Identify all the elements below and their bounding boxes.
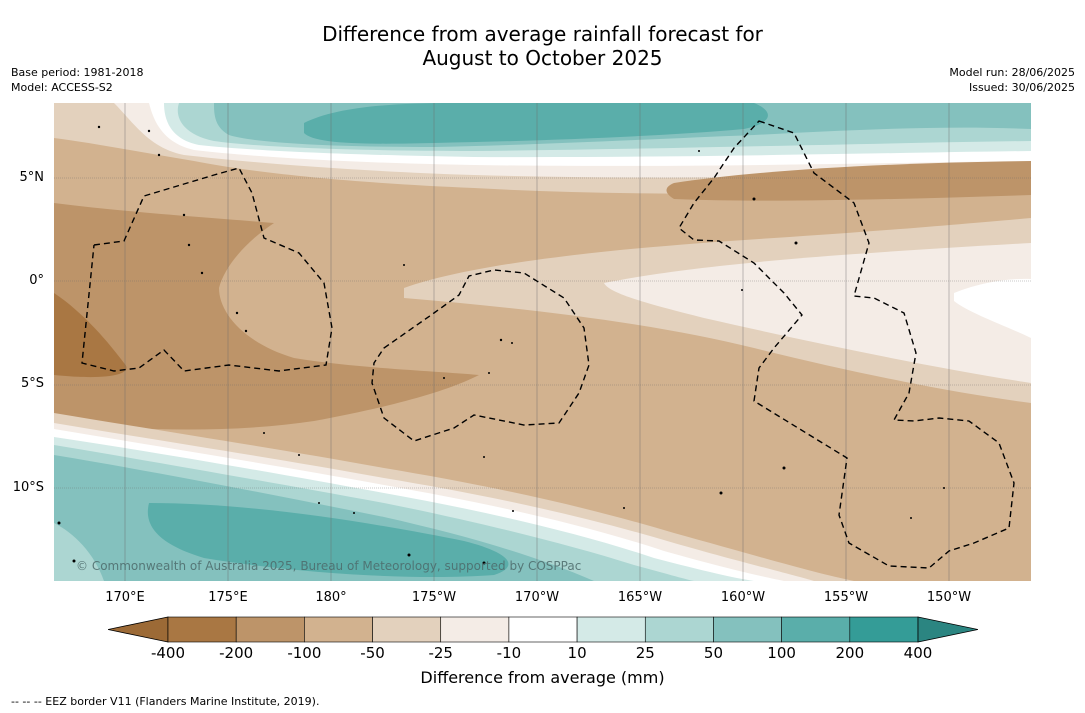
equatorial-white-band [604, 243, 1031, 383]
title-line-1: Difference from average rainfall forecas… [322, 22, 763, 46]
colorbar-bin [713, 616, 782, 643]
colorbar-bin [235, 616, 305, 643]
colorbar-tick-label: 50 [703, 644, 723, 662]
colorbar-bin [167, 616, 237, 643]
lon-label-160w: 160°W [720, 590, 766, 605]
lon-label-165w: 165°W [617, 590, 663, 605]
south-lighter-corner [54, 523, 104, 581]
eez-borders [81, 120, 1015, 569]
lon-label-170e: 170°E [105, 590, 145, 605]
colorbar-bin [849, 616, 919, 643]
colorbar-bin [440, 616, 510, 643]
colorbar-title: Difference from average (mm) [420, 668, 665, 687]
colorbar-tick-label: 200 [835, 644, 865, 662]
colorbar-tick-label: 10 [567, 644, 587, 662]
islands [57, 125, 945, 565]
lat-label-5n: 5°N [19, 170, 45, 185]
meta-right: Model run: 28/06/2025 Issued: 30/06/2025 [949, 65, 1075, 95]
lon-label-180: 180° [315, 590, 347, 605]
lat-label-5s: 5°S [20, 376, 44, 391]
colorbar-bin [576, 616, 646, 643]
north-dry-streak [666, 161, 1031, 201]
lon-label-150w: 150°W [926, 590, 972, 605]
colorbar-bin [372, 616, 442, 643]
colorbar-bin [304, 616, 373, 643]
lon-label-175e: 175°E [208, 590, 248, 605]
lon-label-170w: 170°W [514, 590, 560, 605]
lon-label-155w: 155°W [823, 590, 869, 605]
colorbar-tick-label: -400 [150, 644, 186, 662]
lat-label-0: 0° [29, 273, 44, 288]
colorbar-tick-label: 100 [767, 644, 796, 662]
model-run-text: Model run: 28/06/2025 [949, 66, 1075, 79]
meta-left: Base period: 1981-2018 Model: ACCESS-S2 [11, 65, 143, 95]
lon-label-175w: 175°W [411, 590, 457, 605]
title-line-2: August to October 2025 [422, 46, 663, 70]
colorbar-svg [107, 616, 979, 643]
eez-border-east [678, 120, 1015, 569]
colorbar-tick-label: -50 [360, 644, 385, 662]
colorbar-tick-label: -25 [428, 644, 453, 662]
north-teal100-band [304, 103, 768, 144]
colorbar-tick-label: 400 [903, 644, 933, 662]
colorbar-tick-label: -200 [219, 644, 254, 662]
map-title: Difference from average rainfall forecas… [0, 22, 1085, 70]
west-dark-dry-region [54, 293, 127, 378]
eez-border-central [371, 269, 590, 442]
colorbar-bin [781, 616, 851, 643]
lat-label-10s: 10°S [12, 480, 44, 495]
equatorial-white-core [954, 278, 1031, 338]
map-gridlines [54, 103, 1031, 581]
colorbar [107, 616, 979, 643]
colorbar-tick-label: 25 [635, 644, 655, 662]
colorbar-bin [644, 616, 714, 643]
rainfall-map [54, 103, 1031, 581]
colorbar-bin [508, 616, 578, 643]
base-period-text: Base period: 1981-2018 [11, 66, 144, 79]
model-text: Model: ACCESS-S2 [11, 81, 113, 94]
issued-text: Issued: 30/06/2025 [968, 81, 1075, 94]
eez-border-west [81, 167, 333, 372]
south-teal100-band [147, 503, 509, 578]
eez-legend-note: -- -- -- EEZ border V11 (Flanders Marine… [11, 695, 320, 708]
colorbar-extend-min [107, 616, 169, 643]
copyright-notice: © Commonwealth of Australia 2025, Bureau… [76, 559, 582, 573]
colorbar-tick-label: -10 [496, 644, 522, 662]
colorbar-extend-max [917, 616, 979, 643]
map-panel: © Commonwealth of Australia 2025, Bureau… [54, 103, 1031, 581]
colorbar-tick-label: -100 [287, 644, 322, 662]
